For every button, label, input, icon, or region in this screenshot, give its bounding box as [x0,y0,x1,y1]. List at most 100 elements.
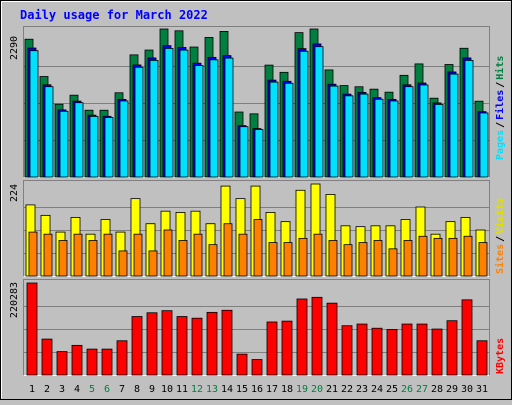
panel-2-max-label: 224 [9,184,20,202]
bar-sites-day-25 [388,248,398,277]
bar-kbytes-day-29 [446,320,458,376]
bar-pages-day-20 [314,46,324,178]
bar-kbytes-day-10 [161,310,173,376]
bar-kbytes-day-2 [41,338,53,376]
bar-sites-day-9 [148,250,158,277]
bar-sites-day-18 [283,242,293,277]
bar-pages-day-7 [119,100,129,178]
bar-kbytes-day-28 [431,328,443,376]
bar-kbytes-day-31 [476,340,488,376]
bar-sites-day-4 [73,233,83,277]
bar-sites-day-12 [193,233,203,277]
day-label-7: 7 [119,384,125,395]
bar-sites-day-20 [313,233,323,277]
day-label-16: 16 [251,384,263,395]
bar-pages-day-14 [224,57,234,178]
legend-kbytes: KBytes [495,338,506,374]
bar-pages-day-11 [179,49,189,178]
legend-visits: Visits [494,198,506,234]
day-label-27: 27 [416,384,428,395]
day-label-29: 29 [446,384,458,395]
day-label-31: 31 [476,384,488,395]
bar-sites-day-23 [358,242,368,277]
bar-kbytes-day-8 [131,316,143,376]
bar-kbytes-day-21 [326,302,338,376]
bar-pages-day-15 [239,126,249,178]
day-label-4: 4 [74,384,80,395]
bar-sites-day-8 [133,233,143,277]
legend-pages: Pages [495,130,506,160]
day-label-14: 14 [221,384,233,395]
bar-pages-day-1 [29,50,39,178]
day-label-18: 18 [281,384,293,395]
bar-pages-day-28 [434,104,444,178]
legend-sites: Sites [494,244,506,274]
day-label-21: 21 [326,384,338,395]
bar-sites-day-14 [223,223,233,277]
bar-kbytes-day-18 [281,320,293,376]
bar-pages-day-24 [374,98,384,178]
legend-panel-2: Sites / Visits [494,198,506,274]
bar-kbytes-day-25 [386,329,398,376]
panel-3-max-label: 220283 [9,282,20,318]
day-label-17: 17 [266,384,278,395]
day-label-9: 9 [149,384,155,395]
bar-pages-day-18 [284,82,294,178]
bar-kbytes-day-22 [341,325,353,376]
day-label-26: 26 [401,384,413,395]
bar-pages-day-6 [104,117,114,178]
day-label-8: 8 [134,384,140,395]
bar-sites-day-27 [418,235,428,277]
bar-sites-day-7 [118,250,128,277]
bar-pages-day-13 [209,59,219,178]
bar-pages-day-9 [149,60,159,178]
bar-pages-day-12 [194,65,204,178]
bar-kbytes-day-1 [26,282,38,376]
bars-layer [24,28,489,376]
bar-sites-day-6 [103,233,113,277]
bar-pages-day-23 [359,93,369,178]
day-label-24: 24 [371,384,383,395]
bar-kbytes-day-19 [296,298,308,376]
bar-sites-day-24 [373,240,383,277]
bar-kbytes-day-20 [311,296,323,376]
bar-kbytes-day-5 [86,348,98,376]
bar-pages-day-26 [404,86,414,178]
bar-pages-day-29 [449,73,459,178]
legend-sep-2: / [495,82,506,88]
day-label-12: 12 [191,384,203,395]
legend-panel-2-text: Sites / Visits [494,198,506,274]
day-label-30: 30 [461,384,473,395]
bar-kbytes-day-4 [71,344,83,376]
legend-hits: Hits [494,56,506,80]
legend-sep-3: / [495,236,506,242]
bar-sites-day-31 [478,242,488,277]
bar-sites-day-16 [253,219,263,277]
bar-kbytes-day-13 [206,311,218,376]
bar-pages-day-22 [344,95,354,178]
day-label-19: 19 [296,384,308,395]
bar-pages-day-21 [329,85,339,178]
bar-kbytes-day-6 [101,348,113,376]
legend-panel-3: KBytes [495,338,506,374]
bar-kbytes-day-7 [116,340,128,376]
bar-pages-day-8 [134,66,144,178]
day-label-28: 28 [431,384,443,395]
legend-sep-1: / [495,122,506,128]
day-label-6: 6 [104,384,110,395]
day-label-13: 13 [206,384,218,395]
bar-kbytes-day-9 [146,312,158,376]
day-label-22: 22 [341,384,353,395]
day-label-3: 3 [59,384,65,395]
bar-pages-day-17 [269,81,279,178]
bar-kbytes-day-3 [56,351,68,376]
bar-sites-day-10 [163,229,173,277]
bar-kbytes-day-24 [371,327,383,376]
day-label-10: 10 [161,384,173,395]
bar-sites-day-28 [433,237,443,277]
bar-pages-day-10 [164,48,174,178]
bar-sites-day-2 [43,233,53,277]
bar-pages-day-19 [299,50,309,178]
bar-sites-day-30 [463,235,473,277]
